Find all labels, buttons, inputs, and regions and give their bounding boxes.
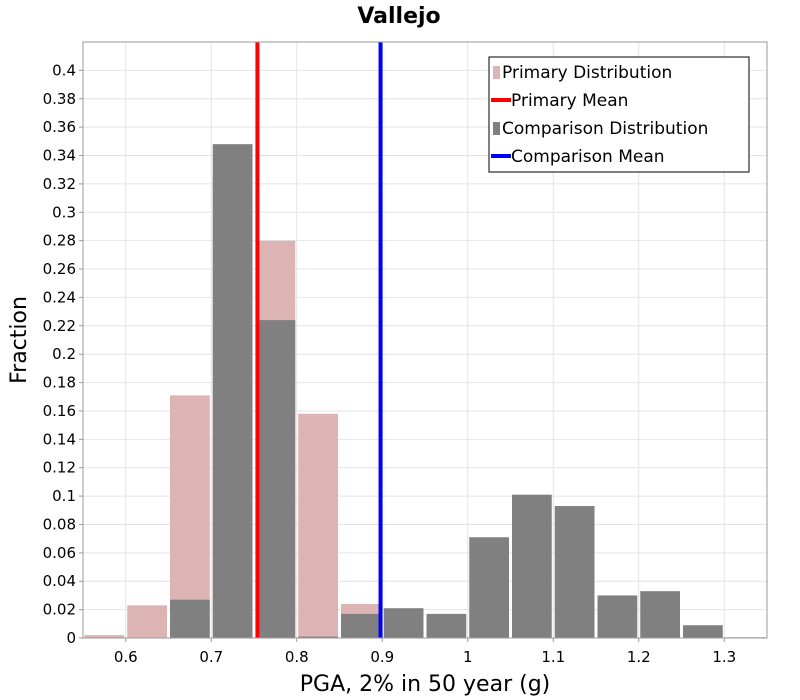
legend-swatch-primary-mean bbox=[491, 98, 511, 102]
legend-label-primary-distribution: Primary Distribution bbox=[502, 63, 672, 83]
comparison-distribution-bar-9 bbox=[554, 506, 595, 638]
y-tick-label-11: 0.22 bbox=[43, 317, 76, 335]
y-tick-label-0: 0 bbox=[66, 629, 76, 647]
comparison-distribution-bar-8 bbox=[512, 494, 552, 638]
comparison-distribution-bar-11 bbox=[640, 591, 680, 638]
y-tick-label-9: 0.18 bbox=[43, 374, 76, 392]
y-tick-label-19: 0.38 bbox=[43, 90, 76, 108]
comparison-distribution-bar-0 bbox=[170, 599, 210, 638]
legend-swatch-comparison-mean bbox=[491, 154, 511, 158]
y-tick-label-4: 0.08 bbox=[43, 515, 76, 533]
primary-distribution-bar-2 bbox=[170, 395, 210, 638]
y-tick-label-17: 0.34 bbox=[43, 147, 76, 165]
x-axis-label: PGA, 2% in 50 year (g) bbox=[300, 672, 551, 697]
comparison-distribution-bar-12 bbox=[683, 625, 723, 638]
chart-title: Vallejo bbox=[357, 4, 440, 29]
y-tick-label-20: 0.4 bbox=[52, 61, 76, 79]
legend-swatch-primary-distribution bbox=[493, 66, 500, 79]
y-tick-label-3: 0.06 bbox=[43, 544, 76, 562]
y-tick-label-6: 0.12 bbox=[43, 459, 76, 477]
y-tick-label-18: 0.36 bbox=[43, 118, 76, 136]
legend-box bbox=[488, 56, 750, 173]
plot-frame bbox=[82, 41, 768, 639]
primary-distribution-bar-0 bbox=[84, 635, 125, 638]
legend-label-primary-mean: Primary Mean bbox=[511, 91, 628, 111]
legend-label-comparison-distribution: Comparison Distribution bbox=[502, 119, 708, 139]
legend-swatch-comparison-distribution bbox=[493, 122, 500, 135]
y-axis-label: Fraction bbox=[7, 296, 32, 384]
comparison-distribution-bar-5 bbox=[383, 608, 424, 638]
comparison-distribution-bar-1 bbox=[212, 144, 253, 638]
y-tick-label-8: 0.16 bbox=[43, 402, 76, 420]
legend-label-comparison-mean: Comparison Mean bbox=[511, 147, 665, 167]
y-tick-label-10: 0.2 bbox=[52, 345, 76, 363]
y-tick-label-15: 0.3 bbox=[52, 203, 76, 221]
x-tick-label-7: 1.3 bbox=[712, 648, 736, 666]
comparison-distribution-bar-2 bbox=[255, 320, 296, 638]
x-tick-label-3: 0.9 bbox=[370, 648, 394, 666]
x-tick-label-6: 1.2 bbox=[627, 648, 651, 666]
legend: Primary Distribution Primary Mean Comparis… bbox=[488, 56, 750, 173]
y-tick-label-16: 0.32 bbox=[43, 175, 76, 193]
comparison-distribution-bar-4 bbox=[341, 613, 381, 638]
x-tick-label-2: 0.8 bbox=[285, 648, 309, 666]
y-axis-ticks: 0 0.02 0.04 0.06 0.08 0.1 0.12 0.14 0.16 0.18 0.2 0… bbox=[43, 61, 83, 647]
y-tick-label-1: 0.02 bbox=[43, 601, 76, 619]
x-axis-ticks: 0.6 0.7 0.8 0.9 1 1.1 1.2 1.3 bbox=[114, 638, 736, 666]
comparison-distribution-bar-7 bbox=[469, 537, 509, 638]
y-tick-label-2: 0.04 bbox=[43, 572, 76, 590]
x-tick-label-0: 0.6 bbox=[114, 648, 138, 666]
mean-lines bbox=[255, 42, 383, 638]
comparison-distribution-bars bbox=[170, 144, 766, 638]
y-tick-label-14: 0.28 bbox=[43, 232, 76, 250]
y-tick-label-7: 0.14 bbox=[43, 430, 76, 448]
y-tick-label-12: 0.24 bbox=[43, 288, 76, 306]
x-tick-label-4: 1 bbox=[463, 648, 473, 666]
x-tick-label-5: 1.1 bbox=[541, 648, 565, 666]
comparison-distribution-bar-6 bbox=[426, 613, 467, 638]
comparison-distribution-bar-10 bbox=[597, 595, 638, 638]
y-tick-label-5: 0.1 bbox=[52, 487, 76, 505]
primary-distribution-bar-5 bbox=[298, 413, 338, 638]
y-tick-label-13: 0.26 bbox=[43, 260, 76, 278]
x-tick-label-1: 0.7 bbox=[199, 648, 223, 666]
primary-distribution-bar-1 bbox=[127, 605, 167, 638]
comparison-distribution-bar-3 bbox=[298, 636, 338, 638]
